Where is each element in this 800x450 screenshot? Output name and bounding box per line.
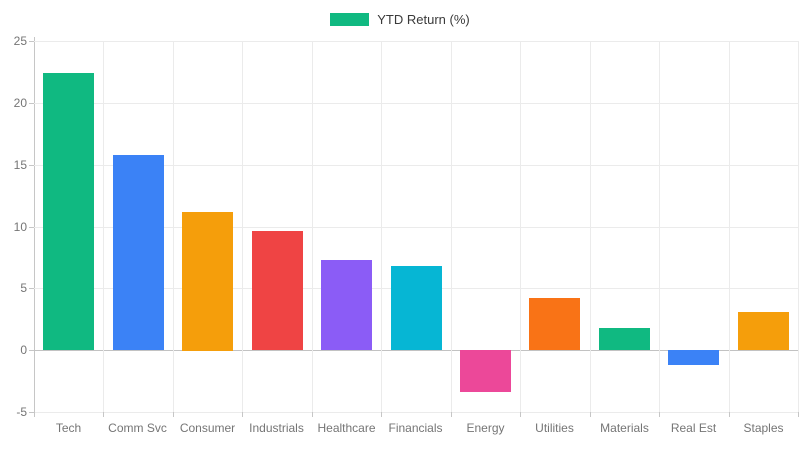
x-tick-mark	[451, 412, 452, 417]
plot-area	[34, 41, 799, 413]
bar-staples[interactable]	[738, 312, 789, 350]
v-gridline	[312, 41, 313, 412]
x-axis-label-financials: Financials	[388, 421, 443, 435]
y-tick-label: 10	[13, 219, 27, 234]
x-axis-label-tech: Tech	[55, 421, 82, 435]
x-tick-mark	[520, 412, 521, 417]
x-axis-label-consumer: Consumer	[179, 421, 236, 435]
v-gridline	[729, 41, 730, 412]
v-gridline	[381, 41, 382, 412]
legend: YTD Return (%)	[0, 12, 800, 27]
bar-industrials[interactable]	[252, 231, 303, 350]
x-tick-mark	[590, 412, 591, 417]
x-tick-mark	[312, 412, 313, 417]
y-tick-label: 5	[20, 281, 27, 296]
x-tick-mark	[103, 412, 104, 417]
x-tick-mark	[173, 412, 174, 417]
bar-financials[interactable]	[391, 266, 442, 350]
x-tick-mark	[34, 412, 35, 417]
v-gridline	[451, 41, 452, 412]
h-gridline	[34, 102, 798, 104]
v-gridline	[798, 41, 799, 412]
x-tick-mark	[242, 412, 243, 417]
bar-materials[interactable]	[599, 328, 650, 350]
y-tick-label: 25	[13, 34, 27, 48]
h-gridline	[34, 41, 798, 42]
h-gridline	[34, 164, 798, 166]
x-axis-label-materials: Materials	[600, 421, 649, 435]
bar-healthcare[interactable]	[321, 260, 372, 350]
v-gridline	[659, 41, 660, 412]
bar-comm-svc[interactable]	[113, 155, 164, 350]
v-gridline	[242, 41, 243, 412]
legend-swatch-icon	[330, 13, 370, 26]
x-tick-mark	[659, 412, 660, 417]
y-tick-label: -5	[16, 405, 27, 419]
h-gridline	[34, 412, 798, 413]
x-axis-label-utilities: Utilities	[535, 421, 574, 435]
v-gridline	[173, 41, 174, 412]
zero-gridline	[34, 350, 798, 352]
x-tick-mark	[381, 412, 382, 417]
y-tick-mark	[29, 412, 34, 413]
y-tick-mark	[29, 164, 34, 166]
legend-label: YTD Return (%)	[377, 12, 470, 27]
y-axis-line	[34, 37, 35, 412]
y-tick-mark	[29, 41, 34, 42]
y-tick-label: 15	[13, 157, 27, 172]
x-axis-label-industrials: Industrials	[249, 421, 304, 435]
v-gridline	[590, 41, 591, 412]
bar-tech[interactable]	[43, 73, 94, 350]
v-gridline	[520, 41, 521, 412]
v-gridline	[103, 41, 104, 412]
y-tick-label: 0	[20, 343, 27, 358]
x-axis-label-comm-svc: Comm Svc	[108, 421, 167, 435]
bar-real-est[interactable]	[668, 350, 719, 365]
bar-energy[interactable]	[460, 350, 511, 392]
x-axis-label-staples: Staples	[743, 421, 784, 435]
bar-consumer[interactable]	[182, 212, 233, 351]
y-tick-mark	[29, 102, 34, 104]
y-tick-mark	[29, 288, 34, 290]
h-gridline	[34, 226, 798, 228]
x-tick-mark	[798, 412, 799, 417]
y-tick-label: 20	[13, 95, 27, 110]
legend-item-ytd-return[interactable]: YTD Return (%)	[330, 12, 470, 27]
y-tick-mark	[29, 350, 34, 352]
x-axis-label-healthcare: Healthcare	[317, 421, 376, 435]
x-axis-label-energy: Energy	[466, 421, 505, 435]
x-axis-label-real-est: Real Est	[670, 421, 717, 435]
y-tick-mark	[29, 226, 34, 228]
bar-utilities[interactable]	[529, 298, 580, 350]
x-tick-mark	[729, 412, 730, 417]
